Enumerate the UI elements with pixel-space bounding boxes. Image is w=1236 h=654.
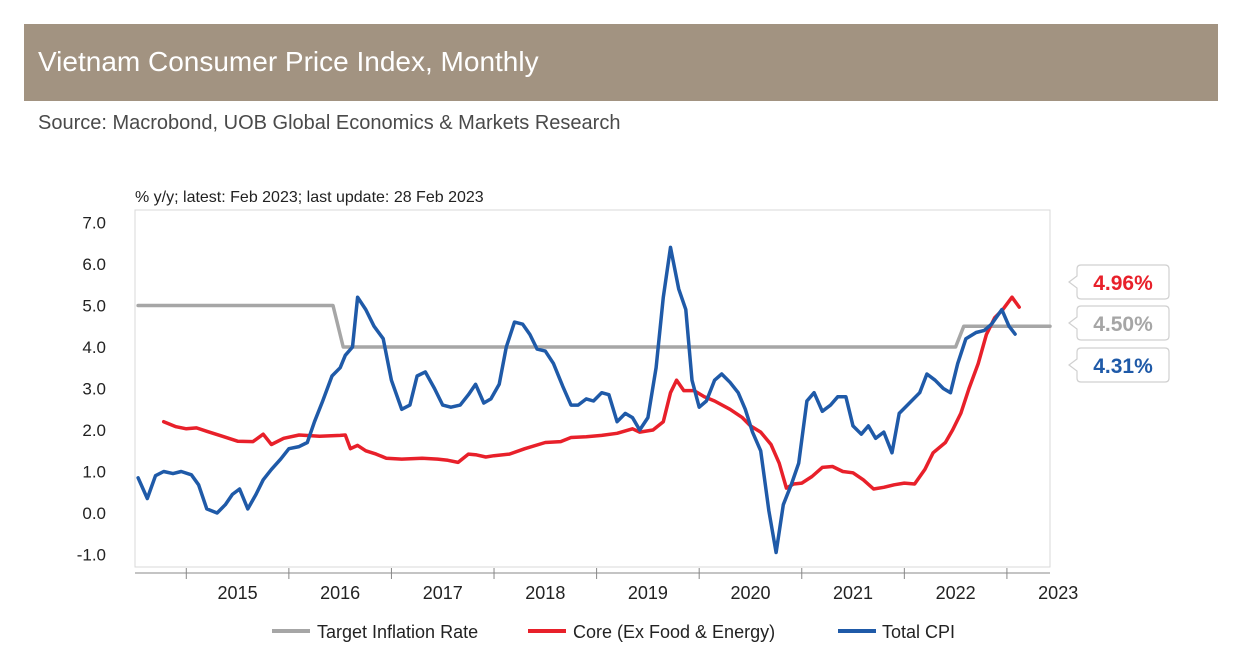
y-tick-label: -1.0	[77, 546, 106, 565]
core-end-label: 4.96%	[1068, 264, 1170, 300]
y-axis: 7.0 6.0 5.0 4.0 3.0 2.0 1.0 0.0 -1.0	[77, 213, 106, 564]
y-tick-label: 1.0	[82, 463, 106, 482]
y-tick-label: 6.0	[82, 255, 106, 274]
core-series-line	[161, 295, 1021, 491]
x-tick-label: 2023	[1038, 583, 1078, 603]
y-tick-label: 7.0	[82, 213, 106, 232]
end-label-text: 4.31%	[1093, 355, 1153, 378]
end-label-text: 4.50%	[1093, 313, 1153, 336]
x-tick-label: 2019	[628, 583, 668, 603]
legend-target-label: Target Inflation Rate	[317, 622, 478, 642]
x-tick-label: 2021	[833, 583, 873, 603]
chart-subtitle: % y/y; latest: Feb 2023; last update: 28…	[135, 189, 484, 206]
total-end-label: 4.31%	[1068, 347, 1170, 383]
x-tick-label: 2016	[320, 583, 360, 603]
end-label-box	[1068, 264, 1170, 300]
chart-title: Vietnam Consumer Price Index, Monthly	[38, 46, 539, 77]
end-label-text: 4.96%	[1093, 272, 1153, 295]
y-tick-label: 0.0	[82, 504, 106, 523]
legend-total-label: Total CPI	[882, 622, 955, 642]
legend: Target Inflation Rate Core (Ex Food & En…	[272, 622, 955, 642]
x-tick-label: 2022	[936, 583, 976, 603]
end-label-box	[1068, 305, 1170, 341]
plot-frame	[134, 209, 1051, 568]
target-series-line	[136, 303, 1052, 349]
title-bar: Vietnam Consumer Price Index, Monthly	[24, 24, 1218, 101]
target-end-label: 4.50%	[1068, 305, 1170, 341]
x-tick-label: 2017	[423, 583, 463, 603]
source-note: Source: Macrobond, UOB Global Economics …	[38, 112, 621, 134]
y-tick-label: 5.0	[82, 296, 106, 315]
x-tick-label: 2020	[730, 583, 770, 603]
y-tick-label: 4.0	[82, 338, 106, 357]
end-label-box	[1068, 347, 1170, 383]
series-group	[136, 245, 1052, 555]
y-tick-label: 2.0	[82, 421, 106, 440]
total-series-line	[136, 245, 1017, 555]
y-tick-label: 3.0	[82, 380, 106, 399]
legend-core-label: Core (Ex Food & Energy)	[573, 622, 775, 642]
x-axis: 2015 2016 2017 2018 2019 2020 2021 2022 2023	[135, 568, 1078, 603]
x-tick-label: 2015	[218, 583, 258, 603]
x-tick-label: 2018	[525, 583, 565, 603]
end-labels: 4.96% 4.50% 4.31%	[1068, 264, 1170, 383]
